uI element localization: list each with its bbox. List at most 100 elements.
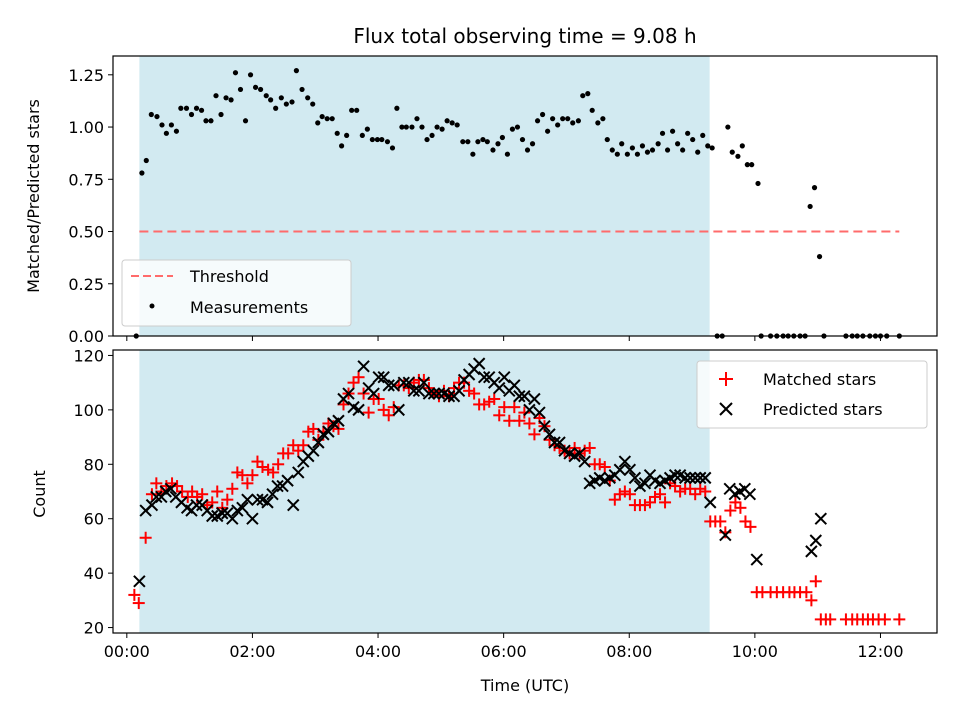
matched-point [478, 398, 491, 411]
measurement-point [575, 118, 581, 124]
matched-point [578, 444, 591, 457]
measurement-point [354, 107, 360, 113]
matched-point [684, 482, 697, 495]
measurement-point [289, 99, 295, 105]
measurement-point [193, 105, 200, 111]
predicted-point [518, 390, 531, 403]
measurement-point [460, 139, 466, 145]
bottom-axis-ticks: 20 40 60 80 100 120 00:00 02:00 04:00 06:00 08:00 1… [73, 346, 903, 661]
measurement-point [263, 93, 269, 99]
measurement-point [465, 139, 471, 145]
x-tick-label: 10:00 [732, 642, 778, 661]
predicted-point [307, 444, 320, 457]
bottom-y-tick-label: 20 [84, 619, 104, 638]
predicted-point [352, 403, 365, 417]
predicted-point [699, 471, 712, 485]
predicted-point [417, 376, 431, 389]
measurement-point [305, 95, 311, 101]
measurement-point [580, 93, 586, 99]
measurement-point [664, 147, 671, 153]
measurement-point [198, 107, 205, 113]
predicted-point [397, 376, 410, 389]
measurement-point [359, 132, 365, 139]
measurement-point [409, 124, 415, 130]
matched-point [267, 466, 280, 479]
matched-point [246, 469, 259, 482]
matched-point [387, 401, 400, 414]
predicted-point [683, 471, 697, 485]
measurement-point [749, 162, 755, 168]
x-tick-label: 02:00 [229, 642, 275, 661]
bottom-panel: 20 40 60 80 100 120 00:00 02:00 04:00 06:00 08:00 1… [30, 346, 938, 695]
measurement-point [278, 95, 284, 101]
measurement-point [329, 116, 335, 122]
measurement-point [203, 118, 209, 124]
predicted-point [523, 403, 536, 417]
bottom-y-tick-label: 120 [73, 346, 104, 365]
predicted-point [367, 387, 380, 400]
matched-point [347, 376, 360, 389]
measurement-point [183, 105, 190, 111]
matched-point [674, 485, 687, 498]
matched-point [638, 499, 651, 512]
measurement-point [624, 151, 630, 157]
predicted-point [573, 447, 586, 460]
matched-point [739, 515, 752, 528]
predicted-point [402, 376, 416, 389]
measurement-point [519, 136, 526, 143]
matched-point [528, 428, 541, 441]
matched-point [714, 515, 727, 528]
predicted-point [216, 507, 229, 520]
measurement-point [232, 70, 239, 76]
measurement-point [178, 105, 184, 111]
measurement-point [434, 124, 440, 130]
predicted-point [442, 390, 456, 403]
measurement-point [424, 136, 430, 143]
predicted-point [498, 371, 511, 384]
matched-point [150, 477, 163, 490]
matched-point [508, 401, 521, 414]
measurement-point [148, 111, 154, 118]
top-y-axis-label: Matched/Predicted stars [24, 99, 43, 293]
measurement-point [349, 107, 355, 113]
top-axis-ticks: 0.00 0.25 0.50 0.75 1.00 1.25 [68, 66, 881, 346]
measurement-point [247, 72, 254, 78]
matched-point [292, 444, 305, 457]
measurement-point [705, 143, 711, 149]
measurement-point [384, 139, 391, 145]
measurement-point [173, 128, 180, 134]
measurement-point [675, 141, 681, 147]
predicted-point [133, 575, 146, 588]
predicted-point [241, 493, 254, 506]
measurement-point [414, 116, 420, 122]
predicted-point [477, 371, 491, 384]
matched-point [145, 488, 158, 501]
predicted-point [452, 384, 466, 398]
matched-point [307, 422, 320, 435]
predicted-point [190, 498, 203, 512]
legend-threshold-label: Threshold [189, 267, 269, 286]
measurement-point [188, 111, 195, 118]
measurement-point [680, 147, 686, 153]
matched-point [468, 387, 481, 400]
measurement-point [218, 111, 224, 118]
matched-point [878, 613, 891, 626]
measurement-point [480, 136, 486, 143]
predicted-point [553, 436, 566, 449]
measurement-point [429, 132, 435, 139]
matched-point [196, 488, 209, 501]
predicted-point [533, 406, 546, 419]
legend-matched-swatch [719, 372, 733, 386]
measurement-point [529, 141, 536, 147]
measurement-point [669, 128, 676, 134]
predicted-point [513, 390, 526, 403]
matched-point [694, 482, 707, 495]
predicted-point [750, 553, 763, 566]
measurement-point [619, 141, 625, 147]
measurement-point [490, 147, 496, 153]
matched-point [893, 613, 906, 626]
predicted-point [292, 466, 305, 479]
measurement-point [228, 97, 234, 103]
matched-point [282, 447, 295, 460]
measurement-point [454, 122, 460, 128]
